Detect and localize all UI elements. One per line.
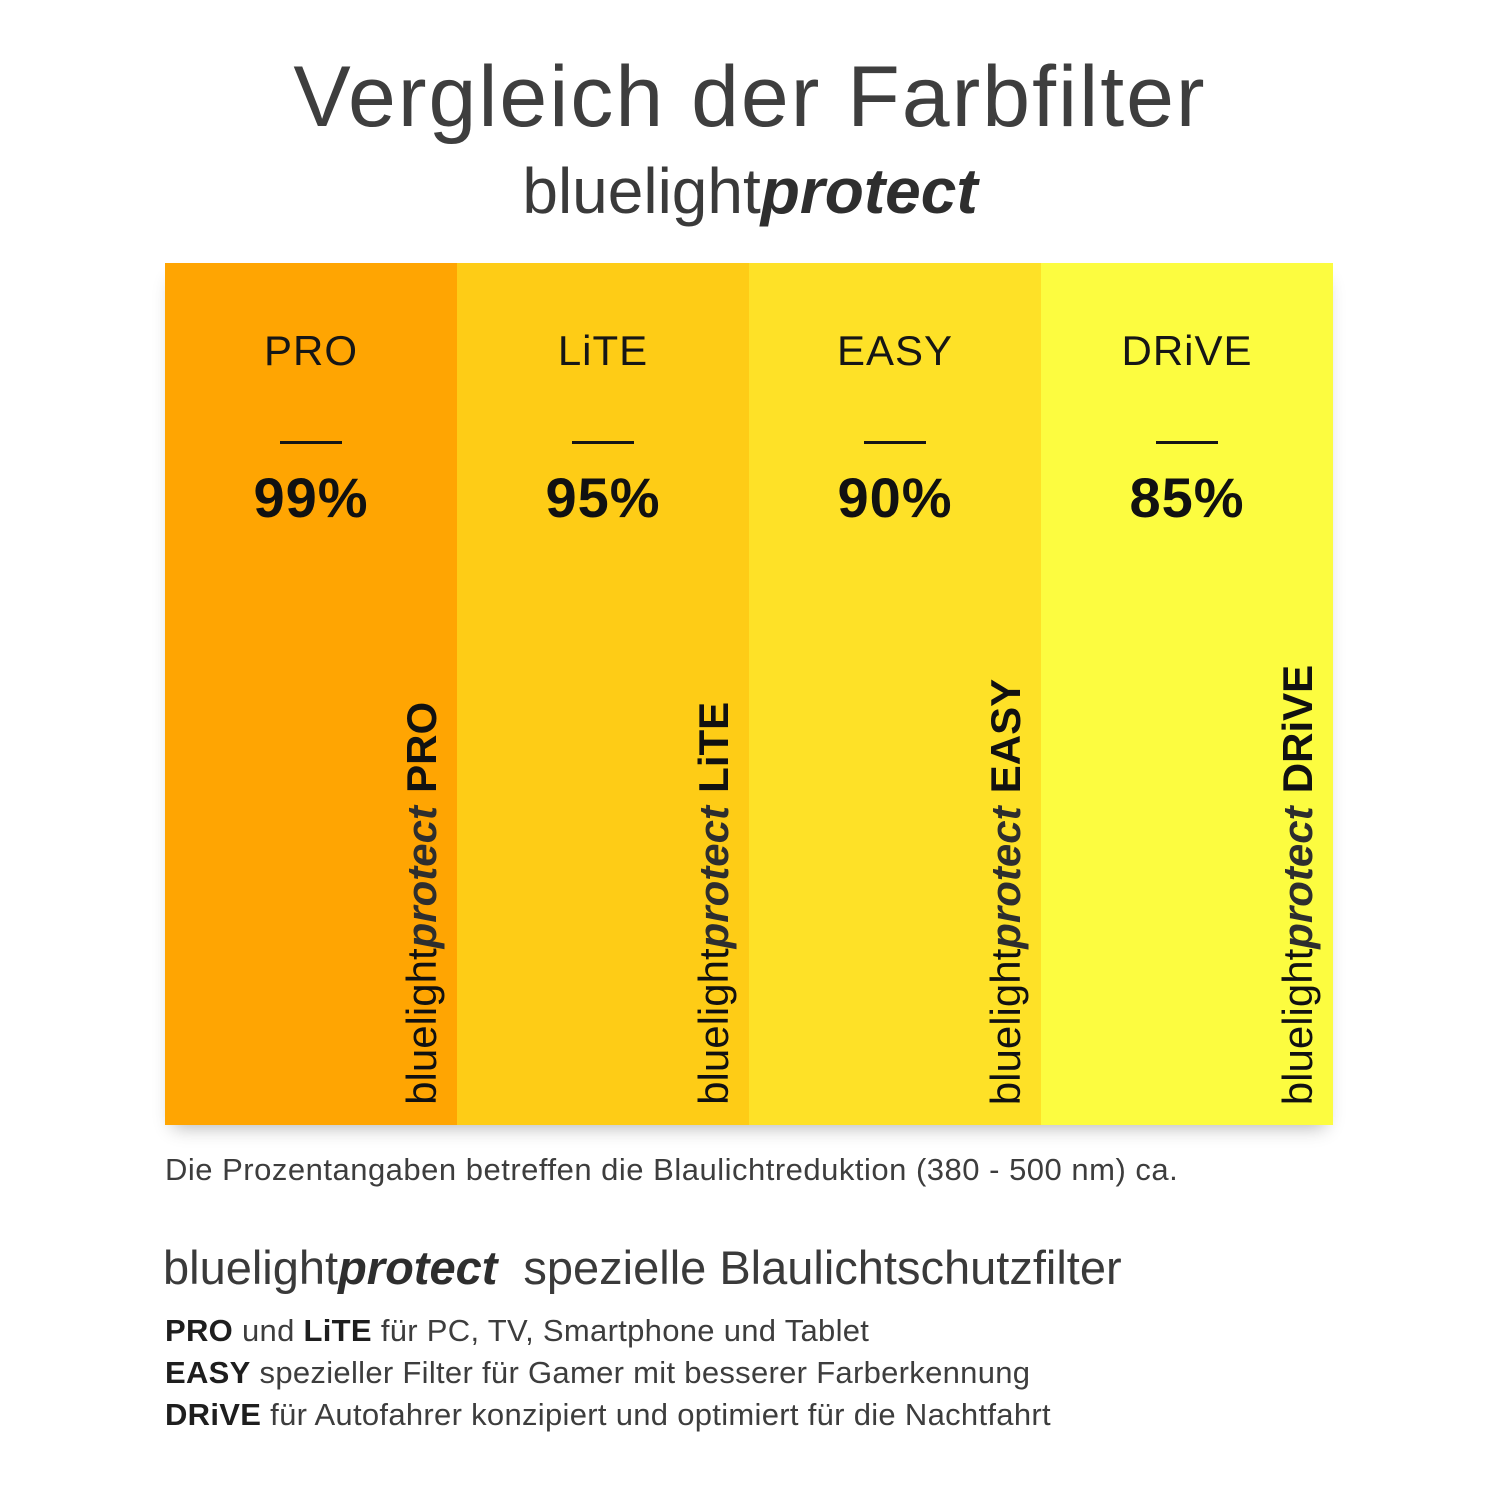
filter-vertical-label: bluelightprotect LiTE <box>689 702 737 1105</box>
filter-name-label: LiTE <box>557 327 649 374</box>
filter-percent-label: 85% <box>1129 466 1245 529</box>
vlabel-bold-italic: protect <box>981 806 1029 949</box>
filter-percent-label: 99% <box>253 466 369 529</box>
vlabel-bold-italic: protect <box>689 806 737 949</box>
filter-column-pro: PRO 99% bluelightprotect PRO <box>165 263 457 1125</box>
description-text: für Autofahrer konzipiert und optimiert … <box>261 1397 1051 1432</box>
brand-subtitle: bluelightprotect <box>0 155 1500 227</box>
description-text: für PC, TV, Smartphone und Tablet <box>371 1313 870 1348</box>
filter-column-easy: EASY 90% bluelightprotect EASY <box>749 263 1041 1125</box>
filter-comparison-block: PRO 99% bluelightprotectPRO LiTE 95% blu… <box>165 263 1333 1125</box>
vlabel-light: bluelight <box>1273 948 1321 1105</box>
filter-name-label: PRO <box>263 327 358 374</box>
brand-bold-part: protect <box>760 155 978 227</box>
divider-line <box>280 441 342 444</box>
description-keyword: DRiVE <box>165 1397 262 1432</box>
vlabel-light: bluelight <box>689 948 737 1105</box>
vlabel-bold-italic: protect <box>397 806 445 949</box>
description-line: PRO und LiTE für PC, TV, Smartphone und … <box>165 1310 1051 1352</box>
filter-vertical-label: bluelightprotect EASY <box>981 678 1029 1105</box>
filter-name-label: DRiVE <box>1121 327 1253 374</box>
divider-line <box>1156 441 1218 444</box>
description-line: EASY spezieller Filter für Gamer mit bes… <box>165 1352 1051 1394</box>
vlabel-suffix: LiTE <box>689 702 737 794</box>
vlabel-light: bluelight <box>397 948 445 1105</box>
brand-light-part: bluelight <box>522 155 761 227</box>
vlabel-suffix: EASY <box>981 678 1029 794</box>
vlabel-bold-italic: protect <box>1273 806 1321 949</box>
vlabel-suffix: PRO <box>397 702 445 794</box>
description-text: spezieller Filter für Gamer mit besserer… <box>250 1355 1031 1390</box>
description-text: und <box>233 1313 304 1348</box>
filter-column-lite: LiTE 95% bluelightprotect LiTE <box>457 263 749 1125</box>
divider-line <box>572 441 634 444</box>
description-heading: bluelightprotect spezielle Blaulichtschut… <box>163 1240 1122 1295</box>
description-keyword: LiTE <box>303 1313 372 1348</box>
description-keyword: PRO <box>165 1313 234 1348</box>
description-lines: PRO und LiTE für PC, TV, Smartphone und … <box>165 1310 1051 1436</box>
description-brand-bold: protect <box>338 1241 498 1294</box>
filter-percent-label: 90% <box>837 466 953 529</box>
description-keyword: EASY <box>165 1355 251 1390</box>
page-title: Vergleich der Farbfilter <box>293 49 1207 145</box>
vlabel-light: bluelight <box>981 948 1029 1105</box>
description-heading-rest: spezielle Blaulichtschutzfilter <box>523 1241 1122 1294</box>
filter-column-drive: DRiVE 85% bluelightprotect DRiVE <box>1041 263 1333 1125</box>
description-line: DRiVE für Autofahrer konzipiert und opti… <box>165 1394 1051 1436</box>
filter-name-label: EASY <box>836 327 954 374</box>
footnote-text: Die Prozentangaben betreffen die Blaulic… <box>165 1152 1179 1187</box>
description-brand-light: bluelight <box>163 1241 339 1294</box>
divider-line <box>864 441 926 444</box>
filter-percent-label: 95% <box>545 466 661 529</box>
filter-vertical-label: bluelightprotect PRO <box>397 702 445 1105</box>
vlabel-suffix: DRiVE <box>1273 664 1321 794</box>
filter-vertical-label: bluelightprotect DRiVE <box>1273 664 1321 1105</box>
